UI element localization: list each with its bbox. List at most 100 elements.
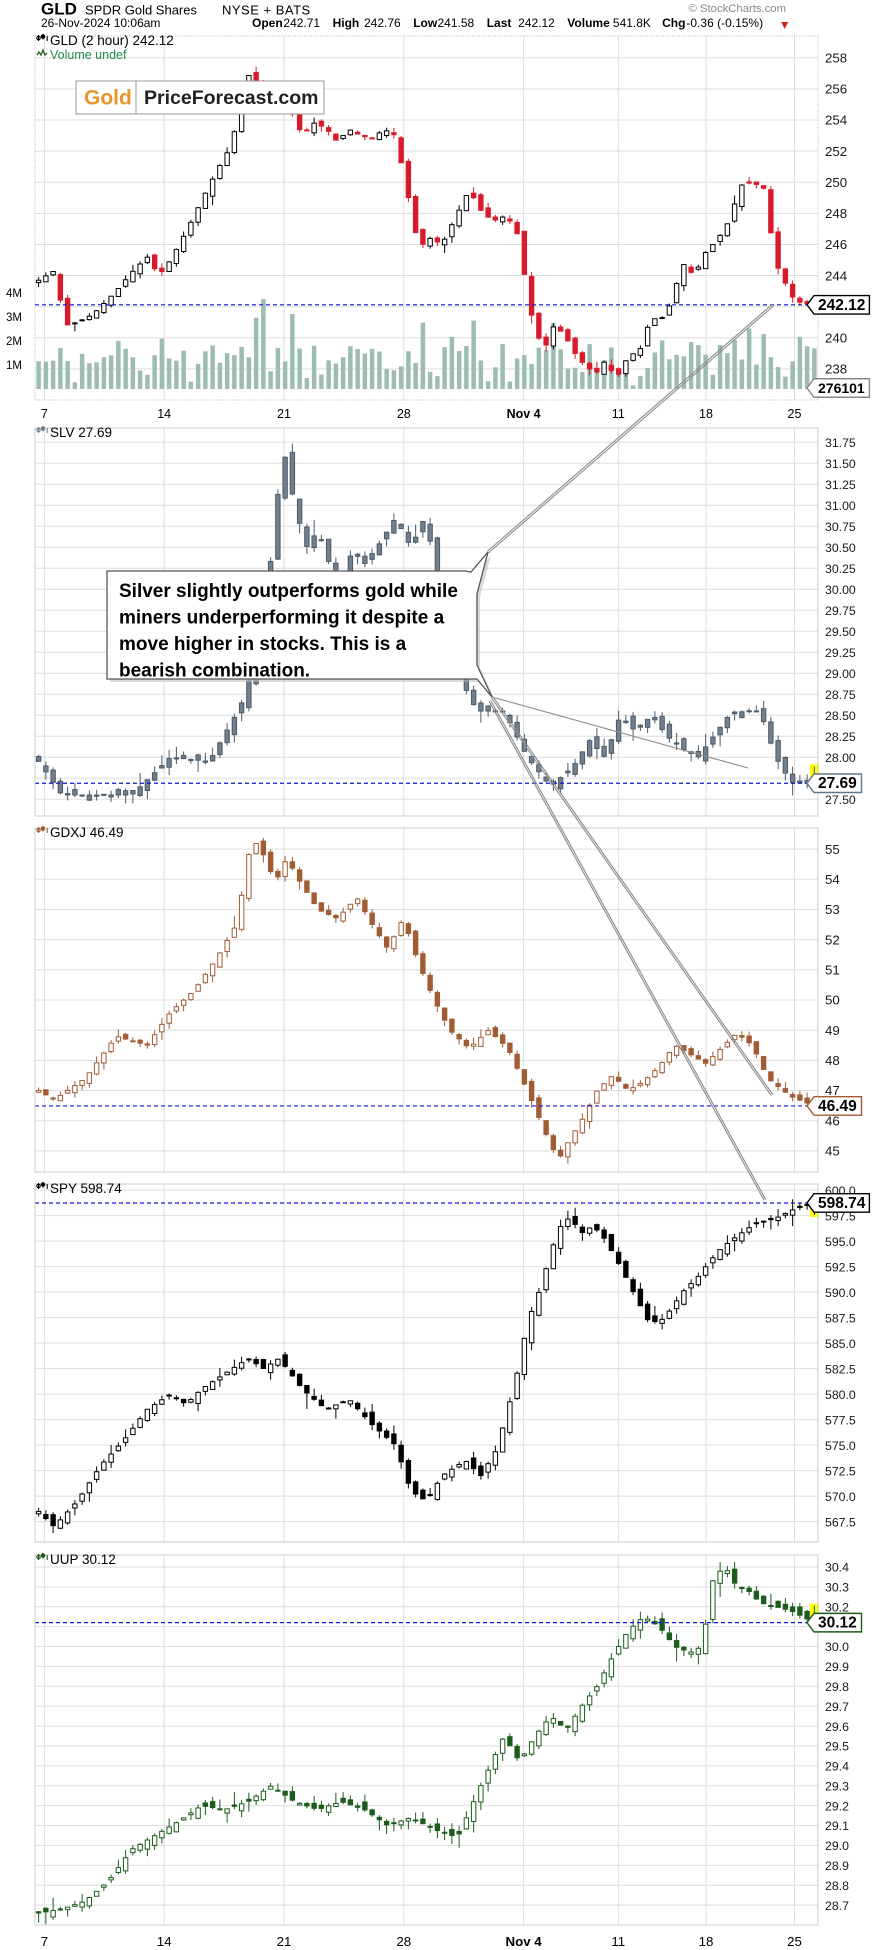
svg-text:28.8: 28.8: [825, 1879, 849, 1893]
svg-text:7: 7: [41, 407, 48, 421]
svg-text:25: 25: [788, 407, 802, 421]
svg-text:30.4: 30.4: [825, 1561, 849, 1575]
svg-text:29.50: 29.50: [825, 625, 856, 639]
svg-text:48: 48: [825, 1053, 840, 1068]
svg-text:bearish combination.: bearish combination.: [119, 661, 310, 682]
svg-text:UUP 30.12: UUP 30.12: [50, 1552, 116, 1567]
svg-text:28.75: 28.75: [825, 688, 856, 702]
svg-text:256: 256: [825, 82, 847, 97]
svg-text:252: 252: [825, 144, 847, 159]
svg-text:248: 248: [825, 206, 847, 221]
svg-text:18: 18: [699, 407, 713, 421]
svg-text:276101: 276101: [818, 380, 865, 396]
svg-text:SPY 598.74: SPY 598.74: [50, 1181, 122, 1196]
svg-text:7: 7: [41, 1934, 48, 1949]
svg-text:51: 51: [825, 963, 840, 978]
svg-text:31.75: 31.75: [825, 436, 856, 450]
svg-text:28.00: 28.00: [825, 751, 856, 765]
svg-text:590.0: 590.0: [825, 1286, 856, 1300]
svg-text:4M: 4M: [6, 288, 22, 300]
svg-text:54: 54: [825, 872, 840, 887]
svg-text:31.25: 31.25: [825, 478, 856, 492]
svg-text:580.0: 580.0: [825, 1388, 856, 1402]
svg-text:29.1: 29.1: [825, 1819, 849, 1833]
svg-text:240: 240: [825, 330, 847, 345]
svg-text:Silver slightly outperforms go: Silver slightly outperforms gold while: [119, 581, 458, 602]
svg-text:© StockCharts.com: © StockCharts.com: [689, 3, 786, 15]
svg-text:29.8: 29.8: [825, 1680, 849, 1694]
svg-text:29.3: 29.3: [825, 1779, 849, 1793]
svg-text:SLV 27.69: SLV 27.69: [50, 425, 112, 440]
svg-text:28.7: 28.7: [825, 1899, 849, 1913]
svg-text:254: 254: [825, 113, 847, 128]
svg-text:595.0: 595.0: [825, 1235, 856, 1249]
svg-text:242.71: 242.71: [283, 16, 320, 30]
svg-text:21: 21: [277, 1934, 292, 1949]
svg-text:53: 53: [825, 902, 840, 917]
svg-text:Volume: Volume: [567, 16, 610, 30]
svg-text:30.3: 30.3: [825, 1581, 849, 1595]
svg-text:246: 246: [825, 237, 847, 252]
svg-text:Low: Low: [413, 16, 438, 30]
svg-text:572.5: 572.5: [825, 1464, 856, 1478]
svg-text:28: 28: [396, 1934, 411, 1949]
svg-text:11: 11: [611, 1934, 625, 1949]
svg-text:258: 258: [825, 50, 847, 65]
svg-text:29.4: 29.4: [825, 1760, 849, 1774]
svg-text:Nov 4: Nov 4: [505, 1934, 542, 1949]
svg-text:575.0: 575.0: [825, 1439, 856, 1453]
svg-text:28: 28: [397, 407, 411, 421]
svg-text:238: 238: [825, 362, 847, 377]
svg-text:29.2: 29.2: [825, 1799, 849, 1813]
svg-text:25: 25: [787, 1934, 802, 1949]
svg-text:-0.36 (-0.15%): -0.36 (-0.15%): [686, 16, 763, 30]
svg-text:242.76: 242.76: [364, 16, 401, 30]
svg-text:29.75: 29.75: [825, 604, 856, 618]
svg-text:582.5: 582.5: [825, 1362, 856, 1376]
svg-text:29.7: 29.7: [825, 1700, 849, 1714]
svg-text:miners underperforming it desp: miners underperforming it despite a: [119, 608, 445, 629]
svg-text:29.6: 29.6: [825, 1720, 849, 1734]
svg-text:27.69: 27.69: [818, 775, 857, 792]
svg-text:move higher in stocks. This is: move higher in stocks. This is a: [119, 634, 407, 655]
svg-text:Nov 4: Nov 4: [507, 407, 541, 421]
svg-text:GDXJ 46.49: GDXJ 46.49: [50, 825, 124, 840]
svg-text:30.0: 30.0: [825, 1640, 849, 1654]
svg-text:585.0: 585.0: [825, 1337, 856, 1351]
svg-text:52: 52: [825, 932, 840, 947]
svg-text:28.9: 28.9: [825, 1859, 849, 1873]
svg-text:Volume undef: Volume undef: [50, 48, 127, 62]
svg-text:30.25: 30.25: [825, 562, 856, 576]
svg-text:55: 55: [825, 842, 840, 857]
svg-text:1M: 1M: [6, 360, 22, 372]
svg-text:30.2: 30.2: [825, 1600, 849, 1614]
svg-text:Open: Open: [252, 16, 283, 30]
svg-text:Last: Last: [487, 16, 512, 30]
svg-text:PriceForecast.com: PriceForecast.com: [144, 87, 319, 109]
svg-text:567.5: 567.5: [825, 1515, 856, 1529]
svg-text:570.0: 570.0: [825, 1490, 856, 1504]
svg-text:11: 11: [612, 407, 625, 421]
svg-text:250: 250: [825, 175, 847, 190]
svg-text:14: 14: [157, 407, 171, 421]
svg-text:30.12: 30.12: [818, 1615, 857, 1632]
svg-text:49: 49: [825, 1023, 840, 1038]
svg-text:26-Nov-2024 10:06am: 26-Nov-2024 10:06am: [41, 16, 160, 30]
svg-text:598.74: 598.74: [818, 1195, 866, 1212]
svg-text:29.25: 29.25: [825, 646, 856, 660]
svg-text:21: 21: [277, 407, 291, 421]
svg-text:High: High: [333, 16, 360, 30]
svg-text:29.0: 29.0: [825, 1839, 849, 1853]
svg-text:242.12: 242.12: [818, 297, 865, 314]
svg-text:45: 45: [825, 1144, 840, 1159]
svg-text:14: 14: [157, 1934, 172, 1949]
svg-text:28.50: 28.50: [825, 709, 856, 723]
svg-text:18: 18: [699, 1934, 714, 1949]
svg-text:30.00: 30.00: [825, 583, 856, 597]
svg-text:Chg: Chg: [662, 16, 685, 30]
svg-text:Gold: Gold: [84, 87, 132, 110]
svg-text:587.5: 587.5: [825, 1311, 856, 1325]
svg-text:46.49: 46.49: [818, 1098, 857, 1115]
svg-text:28.25: 28.25: [825, 730, 856, 744]
svg-text:244: 244: [825, 268, 847, 283]
